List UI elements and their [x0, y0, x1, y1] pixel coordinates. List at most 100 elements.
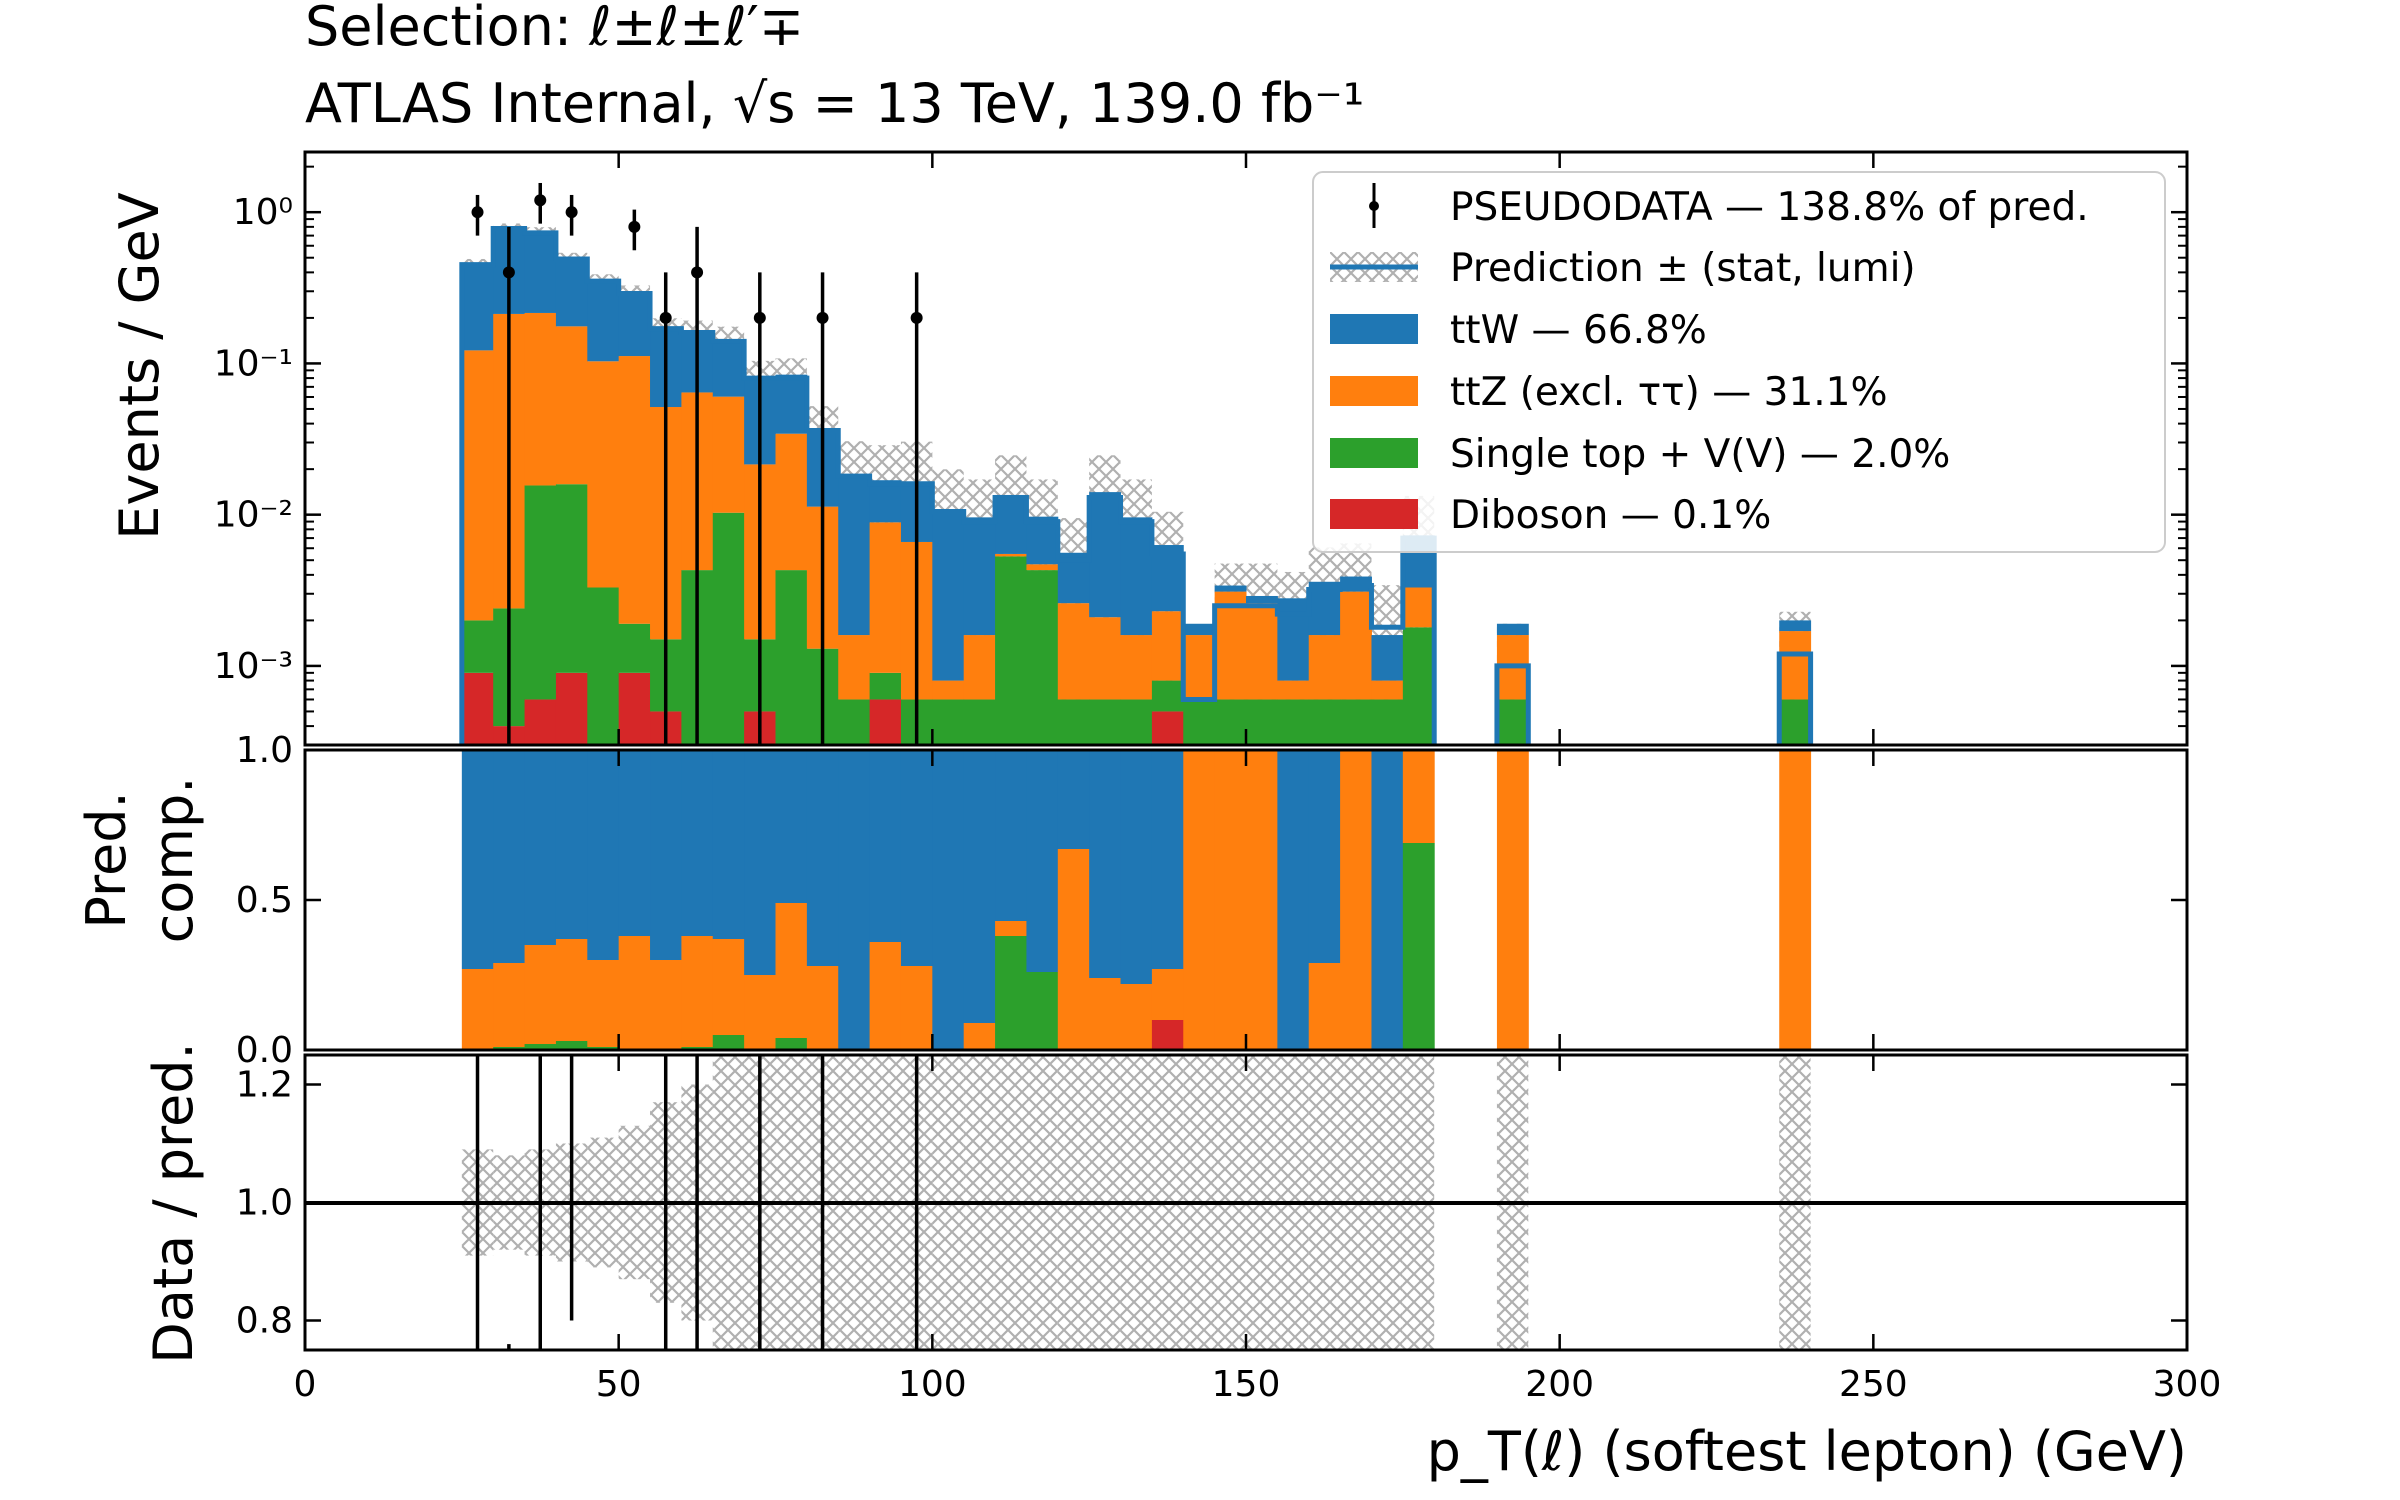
bar-singletop	[1151, 680, 1184, 712]
pseudodata-point	[565, 206, 578, 219]
legend-entry-prediction: Prediction ± (stat, lumi)	[1330, 246, 1916, 291]
ratio-y-tick-label: 0.8	[236, 1301, 293, 1342]
composition-bar-ttW	[1057, 750, 1090, 849]
bar-ttZ	[1214, 591, 1247, 700]
composition-bar-ttZ	[712, 939, 745, 1035]
bar-ttZ	[1026, 564, 1059, 571]
bar-ttZ	[618, 356, 651, 624]
composition-bar-ttW	[932, 750, 965, 1050]
ratio-y-ticks: 0.8 1.0 1.2	[236, 1065, 2187, 1342]
pseudodata-point	[502, 266, 515, 279]
composition-y-ticks: 0.0 0.5 1.0	[236, 730, 2189, 1071]
composition-bar-ttZ	[806, 966, 839, 1050]
composition-bar-ttW	[838, 750, 871, 1050]
bar-diboson	[461, 672, 494, 745]
bar-ttW	[1089, 492, 1122, 618]
composition-bar-ttW	[900, 750, 933, 966]
composition-bar-ttW	[1151, 750, 1184, 969]
legend-entry-singletop: Single top + V(V) — 2.0%	[1330, 432, 1950, 477]
bar-singletop	[1402, 627, 1435, 745]
bar-ttZ	[1308, 635, 1341, 700]
bar-ttW	[555, 260, 588, 327]
composition-bar-ttZ	[1246, 750, 1278, 1050]
bar-ttW	[963, 517, 996, 636]
bar-singletop	[932, 699, 965, 745]
bar-ttW	[1026, 516, 1059, 565]
composition-bar-ttZ	[524, 945, 557, 1044]
x-axis-label: p_T(ℓ) (softest lepton) (GeV)	[1427, 1420, 2187, 1483]
ratio-y-tick-label: 1.0	[236, 1183, 293, 1224]
composition-bar-ttW	[493, 750, 526, 963]
composition-bar-ttZ	[681, 936, 714, 1047]
bar-ttW	[618, 293, 651, 357]
main-y-tick-label: 10⁰	[233, 192, 293, 233]
bar-ttW	[1277, 598, 1310, 681]
bar-ttZ	[555, 326, 588, 485]
bar-ttW	[587, 280, 620, 362]
bar-singletop	[1340, 699, 1372, 745]
composition-bar-ttZ	[1120, 984, 1153, 1050]
composition-bar-ttW	[1277, 750, 1310, 1050]
composition-bar-ttW	[806, 750, 839, 966]
legend-entry-ttz: ttZ (excl. ττ) — 31.1%	[1330, 370, 1888, 415]
x-tick-label: 0	[294, 1364, 317, 1405]
bar-singletop	[524, 485, 557, 700]
composition-bar-ttW	[963, 750, 996, 1023]
bar-ttW	[1371, 635, 1404, 681]
bar-singletop	[775, 570, 808, 745]
composition-bar-ttW	[995, 750, 1027, 921]
bar-singletop	[1214, 699, 1247, 745]
composition-bar-ttW	[712, 750, 745, 939]
bar-singletop	[461, 620, 494, 673]
pseudodata-point	[753, 311, 766, 324]
main-y-tick-label: 10⁻³	[214, 646, 293, 687]
composition-bar-ttZ	[744, 975, 776, 1050]
bar-ttZ	[461, 350, 494, 621]
main-ylabel: Events / GeV	[108, 192, 171, 539]
bar-ttZ	[524, 312, 557, 486]
composition-bar-ttW	[1371, 750, 1404, 1050]
bar-diboson	[524, 699, 557, 745]
pseudodata-point	[910, 311, 923, 324]
composition-y-tick-label: 1.0	[236, 730, 293, 771]
ratio-points	[475, 1055, 919, 1350]
bar-singletop	[618, 623, 651, 673]
bar-ttZ	[1340, 591, 1372, 700]
bar-ttZ	[1151, 611, 1184, 681]
pseudodata-point	[628, 220, 641, 233]
x-tick-label: 200	[1525, 1364, 1594, 1405]
bar-ttW	[1214, 585, 1247, 592]
bar-singletop	[1120, 699, 1153, 745]
x-tick-label: 50	[596, 1364, 642, 1405]
composition-bar-ttW	[1026, 750, 1059, 972]
legend-frame	[1312, 171, 2166, 553]
bar-singletop	[869, 672, 902, 700]
composition-bar-ttW	[618, 750, 651, 936]
bar-ttZ	[1120, 635, 1153, 700]
prediction-outline-line	[459, 226, 1814, 745]
bar-singletop	[1183, 699, 1216, 745]
bar-singletop	[995, 556, 1027, 745]
bar-singletop	[587, 587, 620, 745]
composition-bar-ttW	[1120, 750, 1153, 984]
bar-ttZ	[1089, 617, 1122, 700]
composition-bar-ttW	[775, 750, 808, 903]
pseudodata-points	[471, 182, 923, 745]
title-line-1: Selection: ℓ±ℓ±ℓ′∓	[305, 0, 804, 58]
legend-label-ttw: ttW — 66.8%	[1450, 308, 1707, 353]
bar-ttZ	[1371, 680, 1404, 700]
bar-ttZ	[932, 680, 965, 700]
pseudodata-point	[659, 311, 672, 324]
bar-ttZ	[775, 433, 808, 571]
composition-bar-ttZ	[555, 939, 588, 1041]
bar-ttZ	[1277, 680, 1310, 700]
composition-bar-singletop	[712, 1035, 745, 1050]
composition-bar-ttZ	[1308, 963, 1341, 1050]
bar-singletop	[1371, 699, 1404, 745]
composition-bar-singletop	[775, 1038, 808, 1050]
composition-ylabel-line-1: Pred.	[75, 791, 138, 928]
bar-ttW	[869, 480, 902, 523]
bar-singletop	[1308, 699, 1341, 745]
composition-bar-ttW	[524, 750, 557, 945]
